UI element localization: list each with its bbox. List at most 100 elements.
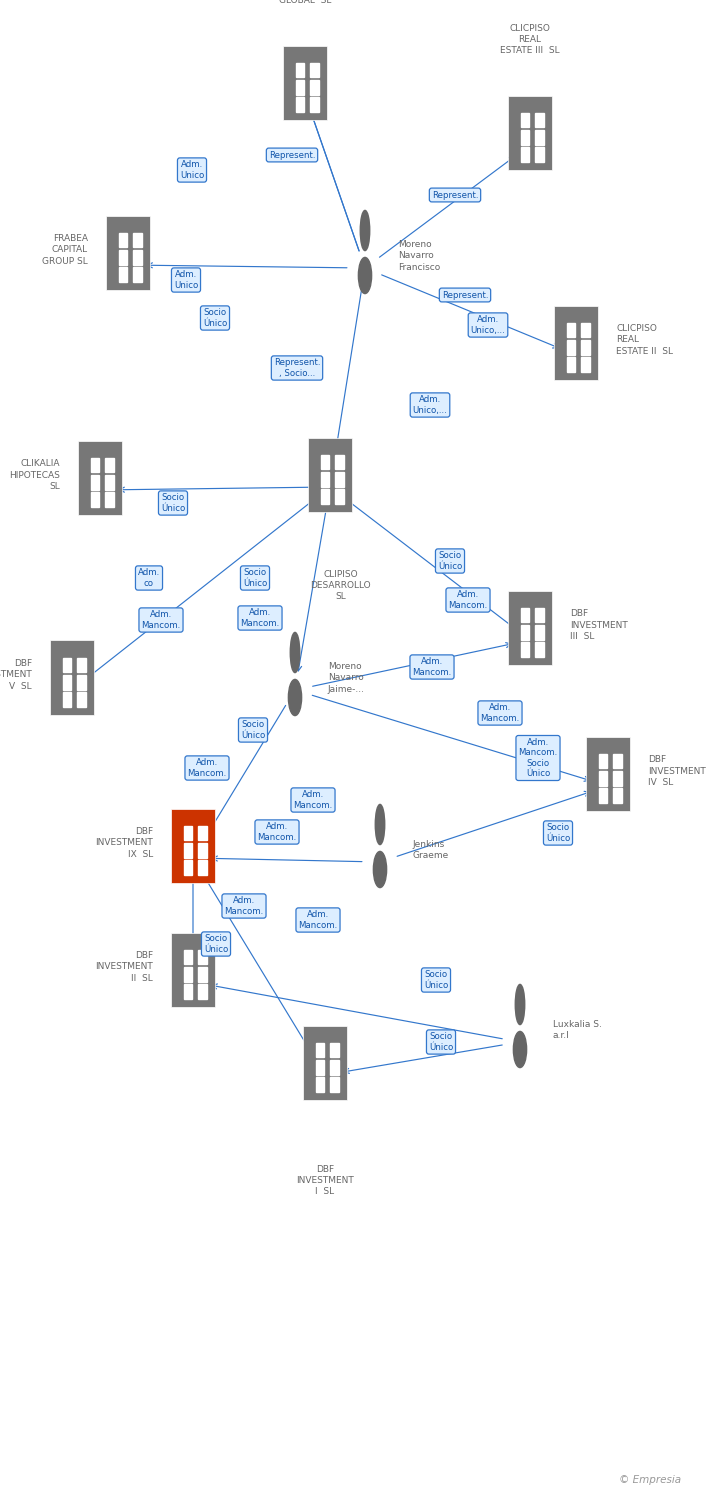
FancyBboxPatch shape [521,626,529,640]
Text: Adm.
Mancom.: Adm. Mancom. [258,822,296,842]
FancyBboxPatch shape [535,608,544,622]
FancyBboxPatch shape [310,80,319,94]
Text: Adm.
Mancom.: Adm. Mancom. [298,910,338,930]
FancyBboxPatch shape [198,843,207,858]
FancyBboxPatch shape [91,492,99,507]
FancyBboxPatch shape [50,640,94,714]
Text: Luxkalia S.
a.r.l: Luxkalia S. a.r.l [553,1020,601,1040]
FancyBboxPatch shape [296,63,304,78]
FancyBboxPatch shape [184,825,192,840]
FancyBboxPatch shape [119,251,127,266]
Ellipse shape [358,258,371,294]
FancyBboxPatch shape [613,771,622,786]
FancyBboxPatch shape [599,789,607,804]
Ellipse shape [373,852,387,888]
Text: Jenkins
Graeme: Jenkins Graeme [413,840,449,860]
Text: Represent.: Represent. [442,291,488,300]
Text: Adm.
Mancom.: Adm. Mancom. [240,609,280,627]
FancyBboxPatch shape [508,591,552,664]
FancyBboxPatch shape [567,322,575,338]
FancyBboxPatch shape [171,808,215,882]
FancyBboxPatch shape [316,1060,324,1076]
FancyBboxPatch shape [78,441,122,515]
FancyBboxPatch shape [119,267,127,282]
FancyBboxPatch shape [106,476,114,490]
FancyBboxPatch shape [535,112,544,128]
FancyBboxPatch shape [184,861,192,876]
Text: Socio
Único: Socio Único [203,309,227,327]
FancyBboxPatch shape [133,267,142,282]
Ellipse shape [515,984,525,1024]
FancyBboxPatch shape [508,96,552,170]
FancyBboxPatch shape [331,1042,339,1058]
FancyBboxPatch shape [331,1077,339,1092]
FancyBboxPatch shape [599,753,607,768]
FancyBboxPatch shape [184,950,192,964]
FancyBboxPatch shape [91,458,99,472]
FancyBboxPatch shape [77,657,86,672]
FancyBboxPatch shape [521,130,529,146]
FancyBboxPatch shape [599,771,607,786]
Text: Represent.
, Socio...: Represent. , Socio... [274,358,320,378]
FancyBboxPatch shape [310,63,319,78]
FancyBboxPatch shape [321,489,329,504]
FancyBboxPatch shape [336,454,344,470]
FancyBboxPatch shape [535,130,544,146]
FancyBboxPatch shape [198,861,207,876]
Text: DBF
INVESTMENT
V  SL: DBF INVESTMENT V SL [0,660,32,690]
Text: CLIKALIA
HIPOTECAS
SL: CLIKALIA HIPOTECAS SL [9,459,60,490]
Text: Adm.
Unico,...: Adm. Unico,... [413,396,448,414]
FancyBboxPatch shape [198,950,207,964]
FancyBboxPatch shape [535,642,544,657]
FancyBboxPatch shape [283,45,327,120]
FancyBboxPatch shape [133,232,142,248]
Text: Adm.
Mancom.: Adm. Mancom. [448,591,488,609]
Text: Represent.: Represent. [432,190,478,200]
FancyBboxPatch shape [535,147,544,162]
FancyBboxPatch shape [521,642,529,657]
FancyBboxPatch shape [91,476,99,490]
FancyBboxPatch shape [521,608,529,622]
FancyBboxPatch shape [331,1060,339,1076]
FancyBboxPatch shape [521,112,529,128]
FancyBboxPatch shape [554,306,598,380]
Text: Adm.
Mancom.: Adm. Mancom. [141,610,181,630]
Ellipse shape [290,633,300,672]
FancyBboxPatch shape [613,789,622,804]
Text: Socio
Único: Socio Único [424,970,448,990]
FancyBboxPatch shape [582,322,590,338]
Text: Socio
Único: Socio Único [204,934,228,954]
FancyBboxPatch shape [63,675,71,690]
Text: CLICPISO
REAL
ESTATE III  SL: CLICPISO REAL ESTATE III SL [500,24,560,56]
FancyBboxPatch shape [296,98,304,112]
FancyBboxPatch shape [310,98,319,112]
FancyBboxPatch shape [77,693,86,708]
Text: Moreno
Navarro
Francisco: Moreno Navarro Francisco [397,240,440,272]
FancyBboxPatch shape [296,80,304,94]
Text: Adm.
Mancom.
Socio
Único: Adm. Mancom. Socio Único [518,738,558,778]
FancyBboxPatch shape [582,340,590,356]
Text: FRABEA
CAPITAL
GROUP SL: FRABEA CAPITAL GROUP SL [42,234,88,266]
Text: Adm.
Mancom.: Adm. Mancom. [224,897,264,915]
Text: Adm.
Mancom.: Adm. Mancom. [412,657,451,676]
FancyBboxPatch shape [316,1042,324,1058]
Text: Socio
Único: Socio Único [241,720,265,740]
FancyBboxPatch shape [613,753,622,768]
Text: Adm.
Mancom.: Adm. Mancom. [480,704,520,723]
FancyBboxPatch shape [316,1077,324,1092]
FancyBboxPatch shape [521,147,529,162]
Text: © Empresia: © Empresia [619,1474,681,1485]
FancyBboxPatch shape [586,736,630,810]
FancyBboxPatch shape [106,216,150,290]
Text: Adm.
Mancom.: Adm. Mancom. [187,759,226,777]
Text: Socio
Único: Socio Único [243,568,267,588]
Text: DBF
INVESTMENT
I  SL: DBF INVESTMENT I SL [296,1166,354,1196]
Text: Adm.
co: Adm. co [138,568,160,588]
FancyBboxPatch shape [184,968,192,982]
FancyBboxPatch shape [582,357,590,372]
FancyBboxPatch shape [336,489,344,504]
FancyBboxPatch shape [119,232,127,248]
FancyBboxPatch shape [184,984,192,999]
FancyBboxPatch shape [198,825,207,840]
FancyBboxPatch shape [567,340,575,356]
